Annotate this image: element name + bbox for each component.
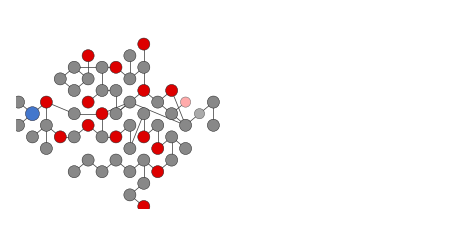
Circle shape — [40, 143, 52, 155]
Circle shape — [138, 108, 150, 120]
Circle shape — [54, 73, 66, 85]
Circle shape — [68, 166, 80, 178]
Circle shape — [26, 107, 40, 121]
Circle shape — [96, 84, 108, 96]
Circle shape — [166, 154, 178, 166]
Circle shape — [68, 131, 80, 143]
Circle shape — [124, 143, 136, 155]
Circle shape — [166, 131, 178, 143]
Circle shape — [110, 108, 122, 120]
Circle shape — [138, 154, 150, 166]
Circle shape — [207, 96, 220, 108]
Circle shape — [68, 84, 80, 96]
Circle shape — [138, 131, 150, 143]
Circle shape — [82, 73, 94, 85]
Circle shape — [82, 119, 94, 131]
Circle shape — [152, 119, 164, 131]
Circle shape — [82, 50, 94, 62]
Circle shape — [152, 96, 164, 108]
Circle shape — [96, 131, 108, 143]
Circle shape — [13, 96, 25, 108]
Circle shape — [96, 61, 108, 73]
Circle shape — [40, 119, 52, 131]
Circle shape — [166, 84, 178, 96]
Circle shape — [180, 97, 191, 107]
Circle shape — [96, 108, 108, 120]
Circle shape — [207, 119, 220, 131]
Circle shape — [110, 154, 122, 166]
Circle shape — [40, 96, 52, 108]
Circle shape — [110, 61, 122, 73]
Circle shape — [124, 96, 136, 108]
Circle shape — [180, 119, 192, 131]
Circle shape — [124, 119, 136, 131]
Text: alamy - E1G87N: alamy - E1G87N — [180, 219, 270, 229]
Circle shape — [138, 61, 150, 73]
Circle shape — [152, 166, 164, 178]
Circle shape — [82, 154, 94, 166]
Circle shape — [138, 200, 150, 212]
Circle shape — [110, 84, 122, 96]
Circle shape — [96, 166, 108, 178]
Circle shape — [138, 177, 150, 189]
Circle shape — [138, 38, 150, 50]
Circle shape — [138, 84, 150, 96]
Circle shape — [152, 143, 164, 155]
Circle shape — [110, 131, 122, 143]
Circle shape — [13, 119, 25, 131]
Circle shape — [68, 108, 80, 120]
Circle shape — [124, 189, 136, 201]
Circle shape — [54, 131, 66, 143]
Circle shape — [194, 108, 205, 119]
Circle shape — [166, 108, 178, 120]
Circle shape — [124, 73, 136, 85]
Circle shape — [27, 131, 38, 143]
Circle shape — [180, 143, 192, 155]
Circle shape — [82, 96, 94, 108]
Circle shape — [124, 50, 136, 62]
Circle shape — [124, 166, 136, 178]
Circle shape — [68, 61, 80, 73]
